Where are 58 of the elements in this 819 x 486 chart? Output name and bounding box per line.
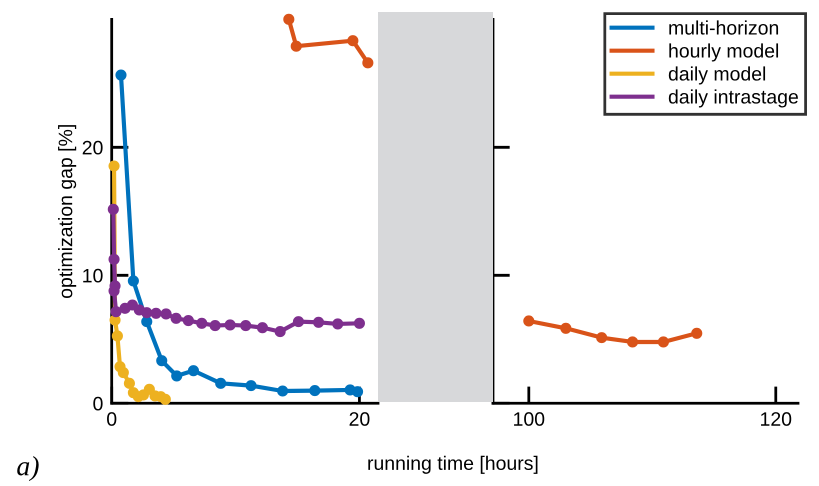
point (110, 306, 122, 318)
point (312, 316, 324, 328)
point (560, 322, 572, 334)
point (182, 315, 194, 326)
x-tick-label: 20 (350, 412, 370, 426)
point (354, 318, 365, 329)
legend-label: daily model (668, 66, 766, 85)
x-tick-label: 100 (514, 412, 544, 426)
point (290, 40, 302, 52)
point (108, 204, 119, 215)
point (596, 332, 608, 344)
point (128, 275, 139, 286)
point (118, 367, 129, 378)
point (170, 312, 182, 324)
point (283, 14, 294, 25)
x-axis-title: running time [hours] (368, 456, 538, 474)
point (224, 319, 236, 331)
x-tick-label: 0 (107, 412, 116, 426)
point (626, 336, 638, 348)
point (171, 370, 182, 382)
point (347, 35, 358, 46)
point (210, 320, 221, 332)
text: a) (17, 456, 39, 482)
point (215, 378, 226, 389)
point (108, 254, 120, 265)
point (124, 378, 135, 389)
point (523, 315, 534, 327)
legend-label: daily intrastage (668, 89, 798, 108)
point (108, 160, 120, 172)
point (691, 328, 702, 339)
point (332, 318, 344, 330)
y-tick-label: 10 (83, 268, 103, 283)
legend-label: hourly model (669, 43, 778, 62)
point (188, 365, 200, 376)
point (292, 316, 304, 328)
point (245, 380, 257, 392)
point (196, 318, 208, 329)
x-tick-label: 120 (761, 412, 792, 426)
point (274, 326, 286, 338)
point (240, 320, 252, 332)
point (658, 336, 669, 348)
legend-label: multi-horizon (669, 20, 778, 35)
point (112, 330, 123, 342)
point (150, 308, 162, 319)
point (141, 307, 152, 318)
point (160, 308, 172, 320)
point (362, 57, 374, 68)
y-tick-label: 20 (82, 140, 103, 155)
point (141, 316, 152, 328)
point (160, 394, 171, 405)
point (352, 386, 364, 398)
point (277, 385, 288, 397)
y-tick-label: 0 (93, 396, 103, 411)
point (156, 355, 168, 366)
y-axis-title: optimization gap [%] (58, 125, 76, 298)
point (309, 385, 320, 396)
point (115, 69, 127, 81)
point (256, 322, 268, 334)
